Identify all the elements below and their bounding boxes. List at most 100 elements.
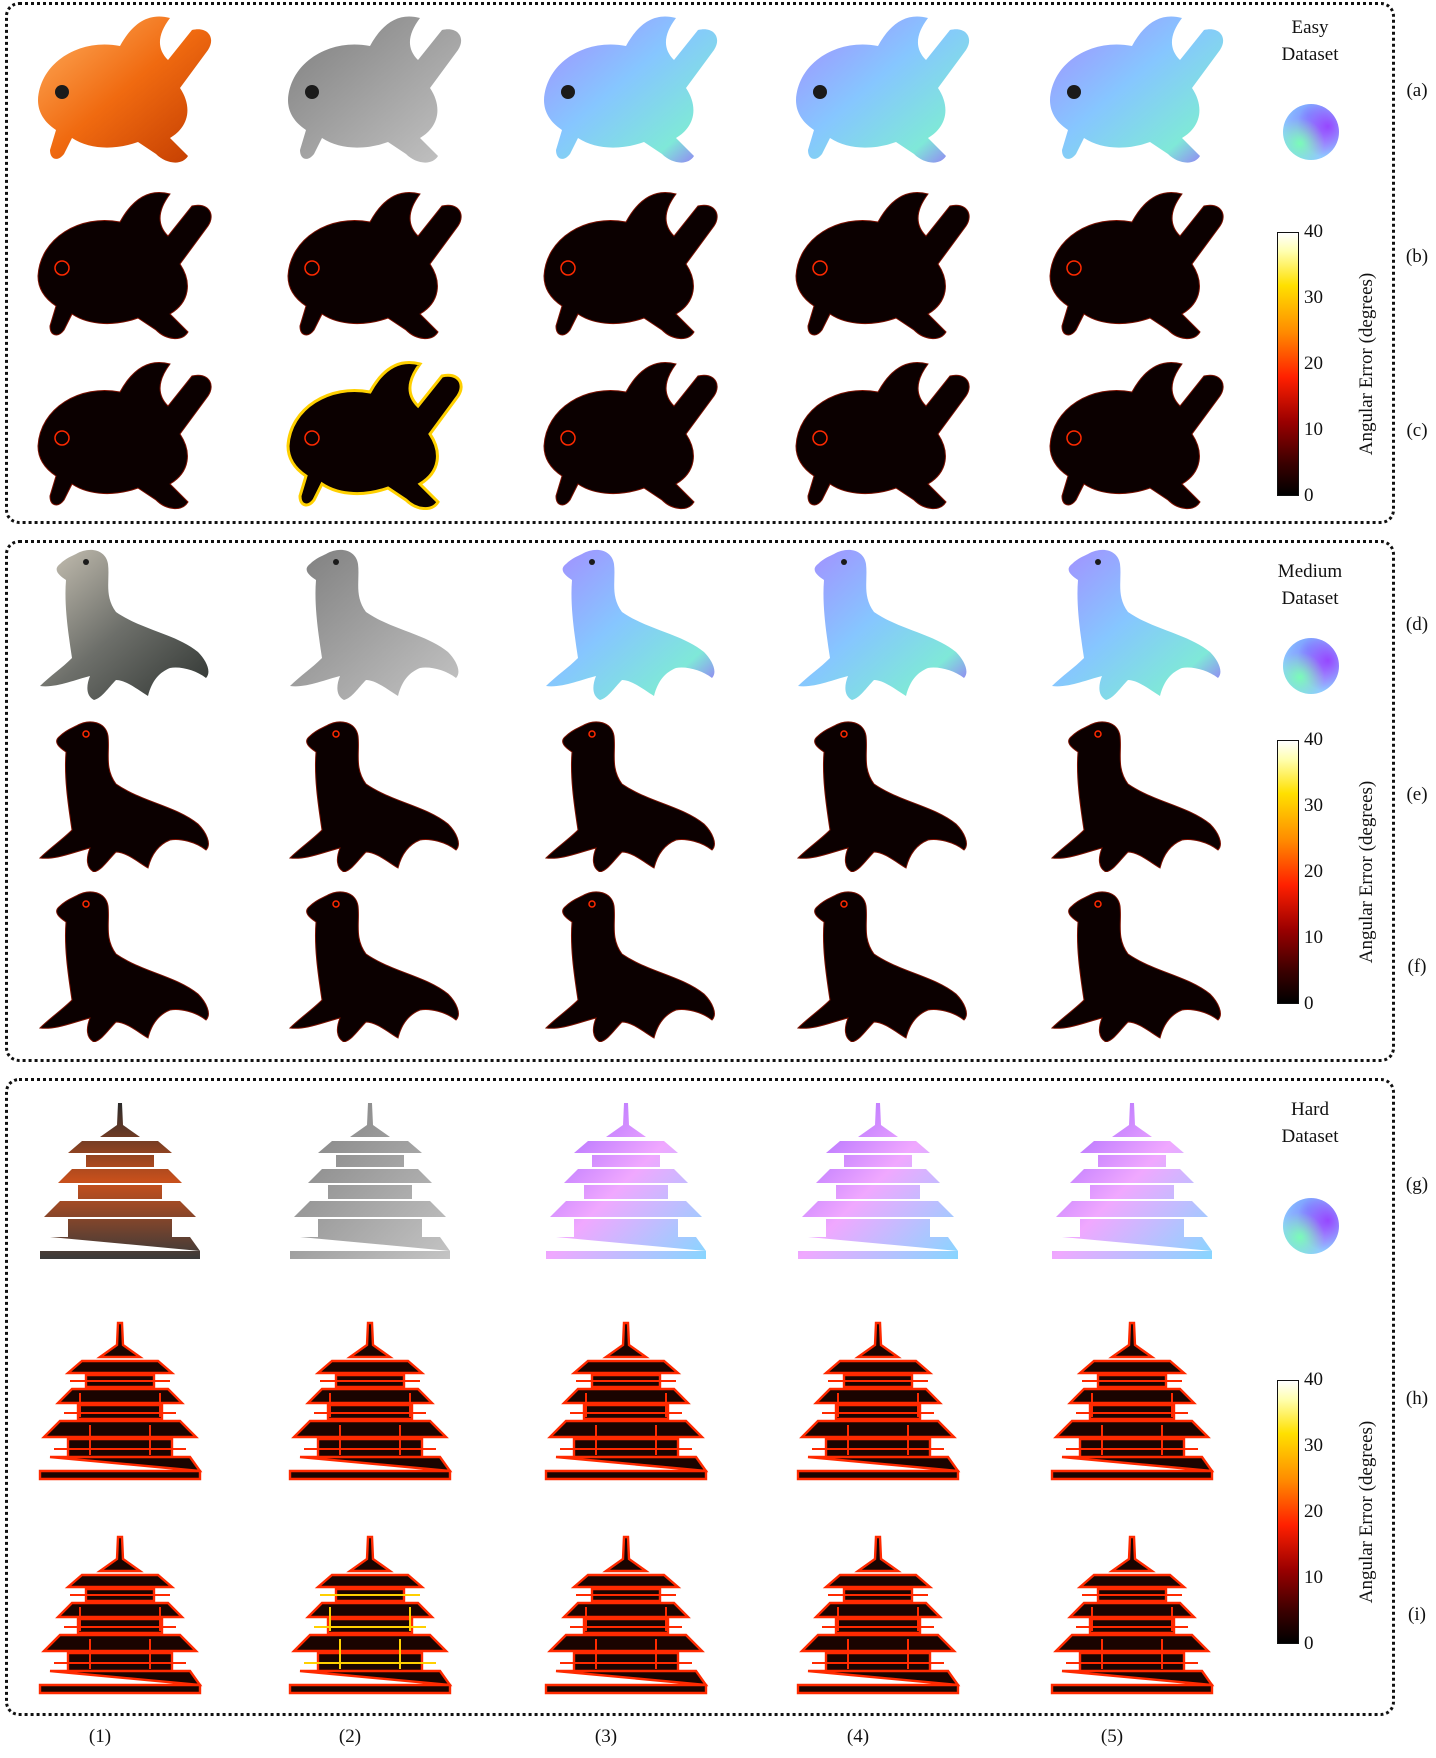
seal-eye [83, 559, 89, 565]
pagoda-error-map-figure [1050, 1321, 1215, 1481]
colorbar-tick: 10 [1304, 1567, 1323, 1588]
seal-silhouette [544, 891, 715, 1043]
goldfish-error-map-figure [1049, 192, 1224, 339]
goldfish-error-map-figure [543, 192, 718, 339]
goldfish-normal-map-image [526, 4, 726, 164]
seal-depth-gray-figure [290, 549, 459, 700]
goldfish-eye [1066, 430, 1082, 446]
pagoda-error-map-image [778, 1520, 978, 1695]
goldfish-eye [1067, 85, 1081, 99]
goldfish-silhouette [286, 361, 463, 510]
goldfish-silhouette [287, 192, 462, 339]
pagoda-error-detail [812, 1594, 944, 1669]
easy-dataset-title: Easy Dataset [1250, 14, 1370, 68]
seal-silhouette [798, 549, 967, 700]
seal-error-map-image [778, 882, 978, 1043]
seal-normal-map-image [526, 540, 726, 700]
seal-error-map-image [270, 882, 470, 1043]
seal-eye [333, 559, 339, 565]
row-label-i: (i) [1408, 1604, 1426, 1625]
pagoda-rendered-rgb-figure [40, 1103, 200, 1259]
pagoda-silhouette [546, 1103, 706, 1259]
colorbar-tick: 10 [1304, 927, 1323, 948]
seal-error-map-image [20, 712, 220, 873]
colorbar-tick: 30 [1304, 287, 1323, 308]
seal-eye [332, 900, 340, 908]
column-label-4: (4) [846, 1726, 870, 1747]
pagoda-error-map-figure [796, 1321, 961, 1481]
goldfish-error-map-image [20, 180, 220, 340]
goldfish-normal-map-figure [544, 16, 718, 163]
seal-silhouette [290, 549, 459, 700]
goldfish-error-map-figure [795, 192, 970, 339]
seal-normal-map-image [778, 540, 978, 700]
seal-silhouette [38, 891, 209, 1043]
goldfish-silhouette [543, 362, 718, 509]
seal-silhouette [1052, 549, 1221, 700]
goldfish-error-map-figure [286, 361, 463, 510]
goldfish-error-map-figure [1049, 362, 1224, 509]
pagoda-normal-map-figure [798, 1103, 958, 1259]
pagoda-error-map-image [526, 1306, 726, 1481]
hard-title-line2: Dataset [1281, 1126, 1339, 1147]
hard-dataset-title: Hard Dataset [1250, 1096, 1370, 1150]
column-label-1: (1) [88, 1726, 112, 1747]
seal-normal-map-figure [546, 549, 715, 700]
colorbar-tick: 0 [1304, 1633, 1314, 1654]
seal-error-map-image [778, 712, 978, 873]
goldfish-eye [304, 430, 320, 446]
medium-title-line1: Medium [1277, 561, 1343, 582]
pagoda-silhouette [1050, 1535, 1215, 1695]
pagoda-depth-gray-figure [290, 1103, 450, 1259]
seal-error-map-image [20, 882, 220, 1043]
goldfish-normal-map-image [1032, 4, 1232, 164]
pagoda-silhouette [796, 1321, 961, 1481]
pagoda-error-detail [1066, 1380, 1198, 1455]
pagoda-silhouette [1052, 1103, 1212, 1259]
goldfish-error-map-image [20, 350, 220, 510]
seal-error-map-image [1032, 712, 1232, 873]
goldfish-silhouette [38, 16, 212, 163]
normal-color-sphere-hard [1283, 1198, 1339, 1254]
colorbar-medium [1277, 740, 1299, 1004]
pagoda-error-detail [304, 1594, 436, 1669]
colorbar-tick: 40 [1304, 221, 1323, 242]
seal-error-map-figure [288, 721, 459, 873]
goldfish-error-map-image [778, 180, 978, 340]
pagoda-normal-map-image [778, 1086, 978, 1259]
goldfish-eye [54, 260, 70, 276]
pagoda-error-detail [304, 1380, 436, 1455]
goldfish-rendered-rgb-figure [38, 16, 212, 163]
goldfish-eye [304, 260, 320, 276]
colorbar-tick: 10 [1304, 419, 1323, 440]
seal-silhouette [288, 721, 459, 873]
goldfish-error-map-figure [37, 192, 212, 339]
pagoda-error-map-image [1032, 1306, 1232, 1481]
seal-eye [589, 559, 595, 565]
goldfish-eye [812, 430, 828, 446]
easy-title-line2: Dataset [1281, 44, 1339, 65]
pagoda-silhouette [38, 1535, 203, 1695]
medium-title-line2: Dataset [1281, 588, 1339, 609]
seal-eye [1094, 900, 1102, 908]
row-label-d: (d) [1405, 614, 1429, 635]
seal-rendered-rgb-image [20, 540, 220, 700]
row-label-a: (a) [1406, 80, 1428, 101]
goldfish-error-map-figure [795, 362, 970, 509]
goldfish-error-map-figure [543, 362, 718, 509]
pagoda-error-map-image [526, 1520, 726, 1695]
goldfish-silhouette [288, 16, 462, 163]
seal-eye [588, 900, 596, 908]
pagoda-error-map-figure [796, 1535, 961, 1695]
goldfish-rendered-rgb-image [20, 4, 220, 164]
seal-silhouette [1050, 891, 1221, 1043]
pagoda-error-map-figure [38, 1321, 203, 1481]
seal-error-map-figure [38, 891, 209, 1043]
seal-silhouette [288, 891, 459, 1043]
goldfish-silhouette [1050, 16, 1224, 163]
seal-error-map-image [526, 712, 726, 873]
colorbar-label-hard: Angular Error (degrees) [1356, 1420, 1377, 1604]
seal-eye [588, 730, 596, 738]
goldfish-error-map-image [1032, 350, 1232, 510]
colorbar-tick: 20 [1304, 861, 1323, 882]
